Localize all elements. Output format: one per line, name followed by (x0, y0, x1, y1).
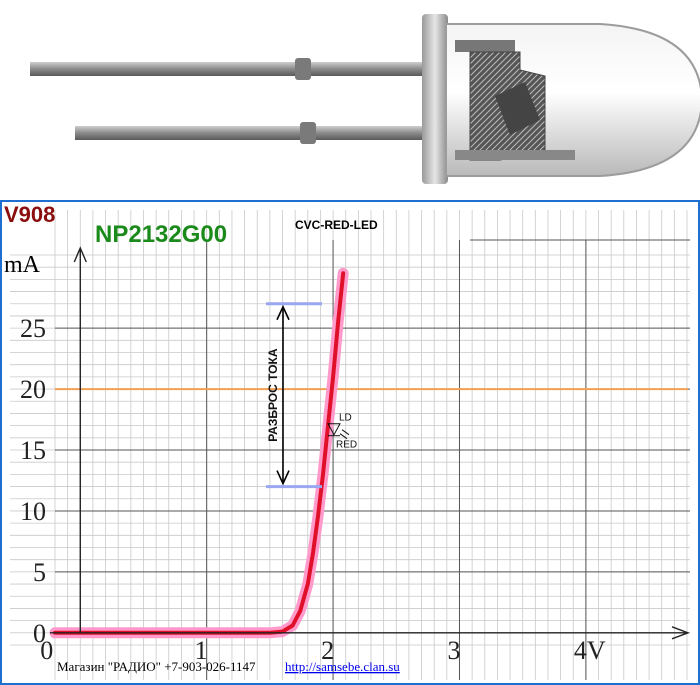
model-code: V908 (4, 202, 55, 227)
led-component-photo (30, 14, 700, 184)
x-tick-label: 2 (321, 636, 334, 665)
led-flange (422, 14, 448, 184)
y-tick-label: 10 (20, 497, 46, 526)
chart-frame (0, 200, 700, 685)
led-symbol-red-label: RED (336, 440, 357, 451)
x-tick-label: 3 (447, 636, 460, 665)
spread-label: РАЗБРОС ТОКА (266, 348, 280, 442)
chart-subtitle: CVC-RED-LED (295, 218, 378, 232)
footer-url[interactable]: http://samsebe.clan.su (285, 659, 400, 674)
x-axis-arrow (671, 626, 690, 640)
x-tick-label: 0 (40, 636, 53, 665)
y-tick-label: 20 (20, 375, 46, 404)
spread-arrow-head-up (276, 304, 290, 321)
iv-chart: 0 5 10 15 20 25 0 1 2 3 4V V908 NP2132G00 CVC-RED-… (0, 200, 700, 685)
y-tick-label: 0 (33, 619, 46, 648)
footer-shop: Магазин "РАДИО" +7-903-026-1147 (57, 659, 256, 674)
y-axis-arrow (73, 246, 87, 263)
x-tick-label: 1 (195, 636, 208, 665)
y-tick-label: 15 (20, 436, 46, 465)
part-number: NP2132G00 (95, 221, 227, 248)
led-cathode-lead (75, 126, 440, 140)
y-tick-label: 5 (33, 558, 46, 587)
led-triangle (327, 423, 341, 436)
y-axis-unit: mA (4, 252, 41, 278)
led-symbol-ld-label: LD (339, 413, 352, 424)
led-anode-lead (30, 62, 440, 76)
led-emission-arrows (339, 429, 350, 440)
spread-arrow-head-down (276, 470, 290, 486)
x-tick-label: 4V (574, 636, 606, 665)
y-tick-label: 25 (20, 314, 46, 343)
led-symbol-icon: LD RED (327, 413, 357, 451)
